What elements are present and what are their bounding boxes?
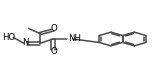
Text: HO: HO (2, 33, 15, 42)
Text: O: O (51, 47, 57, 56)
Text: O: O (51, 24, 57, 33)
Text: N: N (22, 38, 28, 47)
Text: NH: NH (68, 34, 81, 43)
